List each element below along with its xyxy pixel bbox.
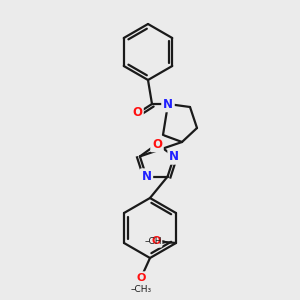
Text: N: N [169,150,179,163]
Text: O: O [152,137,162,151]
Text: –CH₃: –CH₃ [145,236,166,245]
Text: N: N [141,170,152,183]
Text: –CH₃: –CH₃ [130,286,152,295]
Text: N: N [163,98,173,110]
Text: O: O [132,106,142,119]
Text: O: O [151,236,161,246]
Text: O: O [136,273,146,283]
